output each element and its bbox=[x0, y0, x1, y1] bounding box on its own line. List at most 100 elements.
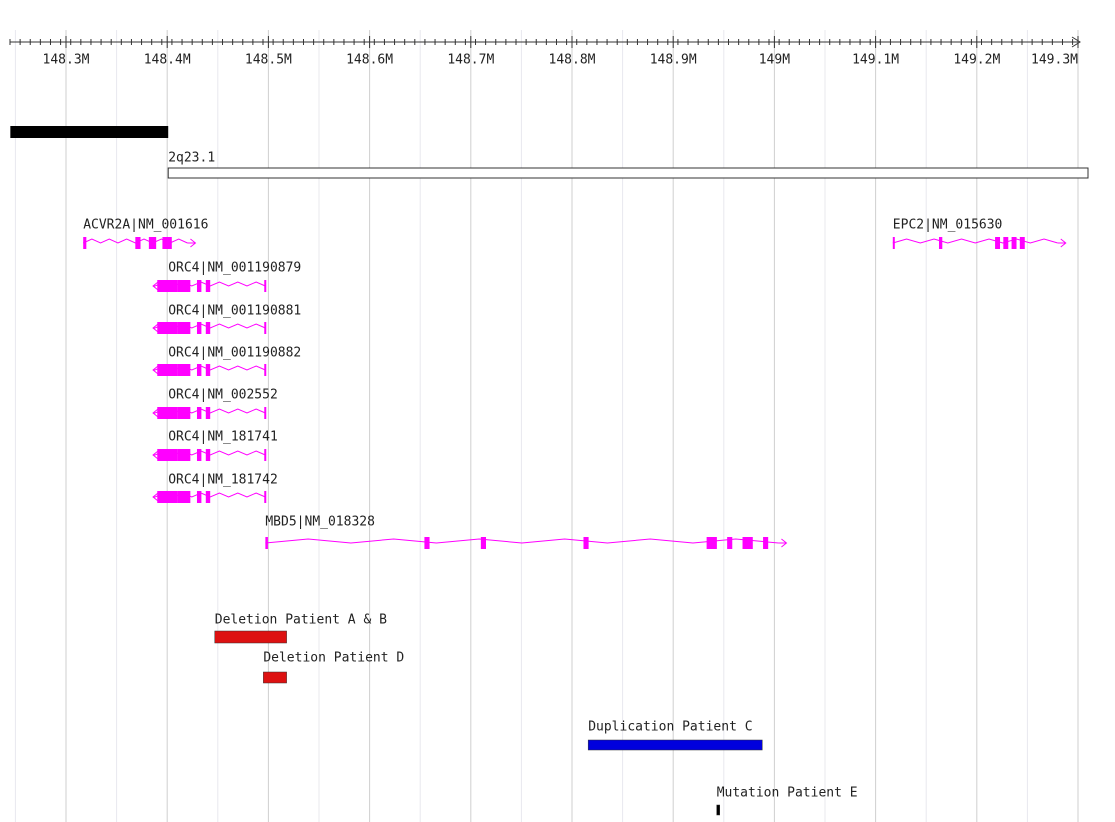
exon bbox=[157, 449, 178, 461]
exon bbox=[480, 537, 486, 549]
exon bbox=[177, 322, 191, 334]
strand-arrow bbox=[781, 538, 788, 548]
ruler-label: 149.1M bbox=[852, 53, 899, 68]
exon bbox=[177, 407, 191, 419]
ruler-label: 148.5M bbox=[245, 53, 292, 68]
variant-bar bbox=[716, 804, 720, 816]
exon bbox=[157, 407, 178, 419]
strand-arrow bbox=[152, 450, 159, 460]
gene-label: ORC4|NM_001190882 bbox=[168, 346, 301, 361]
exon bbox=[892, 237, 895, 249]
ruler-label: 148.4M bbox=[144, 53, 191, 68]
exon bbox=[264, 322, 267, 334]
exon bbox=[1003, 237, 1009, 249]
variant-bar bbox=[214, 630, 287, 644]
exon bbox=[205, 449, 211, 461]
gene-label: ORC4|NM_001190879 bbox=[168, 261, 301, 276]
exon bbox=[264, 407, 267, 419]
exon bbox=[205, 280, 211, 292]
variant-bar bbox=[587, 739, 763, 751]
exon bbox=[706, 537, 717, 549]
exon bbox=[264, 364, 267, 376]
gene bbox=[152, 364, 267, 376]
strand-arrow bbox=[190, 238, 197, 248]
exon bbox=[265, 537, 268, 549]
exon bbox=[938, 237, 943, 249]
strand-arrow bbox=[1060, 238, 1067, 248]
gene-label: ORC4|NM_002552 bbox=[168, 388, 278, 403]
gene-label: ORC4|NM_001190881 bbox=[168, 304, 301, 319]
exon bbox=[157, 491, 178, 503]
strand-arrow bbox=[152, 408, 159, 418]
strand-arrow bbox=[152, 492, 159, 502]
strand-arrow bbox=[152, 365, 159, 375]
gene bbox=[892, 237, 1067, 249]
gene-label: ORC4|NM_181741 bbox=[168, 430, 278, 445]
gene-label: EPC2|NM_015630 bbox=[893, 218, 1003, 233]
variant-bar bbox=[263, 671, 287, 684]
exon bbox=[1019, 237, 1025, 249]
cytoband bbox=[10, 126, 169, 138]
exon bbox=[264, 449, 267, 461]
variant-label: Deletion Patient A & B bbox=[215, 613, 387, 628]
exon bbox=[205, 491, 211, 503]
exon bbox=[196, 364, 202, 376]
ruler-label: 148.9M bbox=[650, 53, 697, 68]
exon bbox=[196, 449, 202, 461]
gene-label: ACVR2A|NM_001616 bbox=[83, 218, 208, 233]
gene bbox=[152, 322, 267, 334]
ruler-label: 149.3M bbox=[1031, 53, 1078, 68]
ruler-label: 148.3M bbox=[43, 53, 90, 68]
gene bbox=[82, 237, 197, 249]
gene-label: ORC4|NM_181742 bbox=[168, 473, 278, 488]
gene bbox=[152, 407, 267, 419]
exon bbox=[205, 364, 211, 376]
exon bbox=[205, 322, 211, 334]
ruler-label: 148.8M bbox=[549, 53, 596, 68]
ruler-label: 148.6M bbox=[346, 53, 393, 68]
exon bbox=[205, 407, 211, 419]
exon bbox=[424, 537, 430, 549]
variant-label: Deletion Patient D bbox=[263, 651, 404, 666]
exon bbox=[148, 237, 157, 249]
exon bbox=[177, 364, 191, 376]
exon bbox=[727, 537, 733, 549]
exon bbox=[157, 364, 178, 376]
exon bbox=[162, 237, 172, 249]
gene-label: MBD5|NM_018328 bbox=[265, 515, 375, 530]
exon bbox=[135, 237, 141, 249]
variant-label: Duplication Patient C bbox=[588, 720, 752, 735]
exon bbox=[177, 280, 191, 292]
exon bbox=[1011, 237, 1017, 249]
exon bbox=[763, 537, 769, 549]
exon bbox=[177, 449, 191, 461]
gene bbox=[152, 280, 267, 292]
exon bbox=[742, 537, 753, 549]
ruler-label: 148.7M bbox=[447, 53, 494, 68]
exon bbox=[177, 491, 191, 503]
exon bbox=[264, 491, 267, 503]
strand-arrow bbox=[152, 281, 159, 291]
strand-arrow bbox=[152, 323, 159, 333]
exon bbox=[157, 280, 178, 292]
ruler-arrow bbox=[1071, 36, 1081, 48]
gene bbox=[152, 449, 267, 461]
exon bbox=[83, 237, 87, 249]
exon bbox=[196, 322, 202, 334]
exon bbox=[196, 280, 202, 292]
exon bbox=[196, 407, 202, 419]
variant-label: Mutation Patient E bbox=[717, 786, 858, 801]
cytoband bbox=[167, 167, 1089, 179]
cytoband-label: 2q23.1 bbox=[168, 151, 215, 166]
exon bbox=[157, 322, 178, 334]
intron bbox=[265, 538, 779, 544]
gene bbox=[265, 537, 788, 549]
exon bbox=[196, 491, 202, 503]
intron bbox=[892, 238, 1058, 244]
exon bbox=[995, 237, 1001, 249]
gene bbox=[152, 491, 267, 503]
exon bbox=[264, 280, 267, 292]
ruler-label: 149M bbox=[759, 53, 790, 68]
ruler-label: 149.2M bbox=[953, 53, 1000, 68]
